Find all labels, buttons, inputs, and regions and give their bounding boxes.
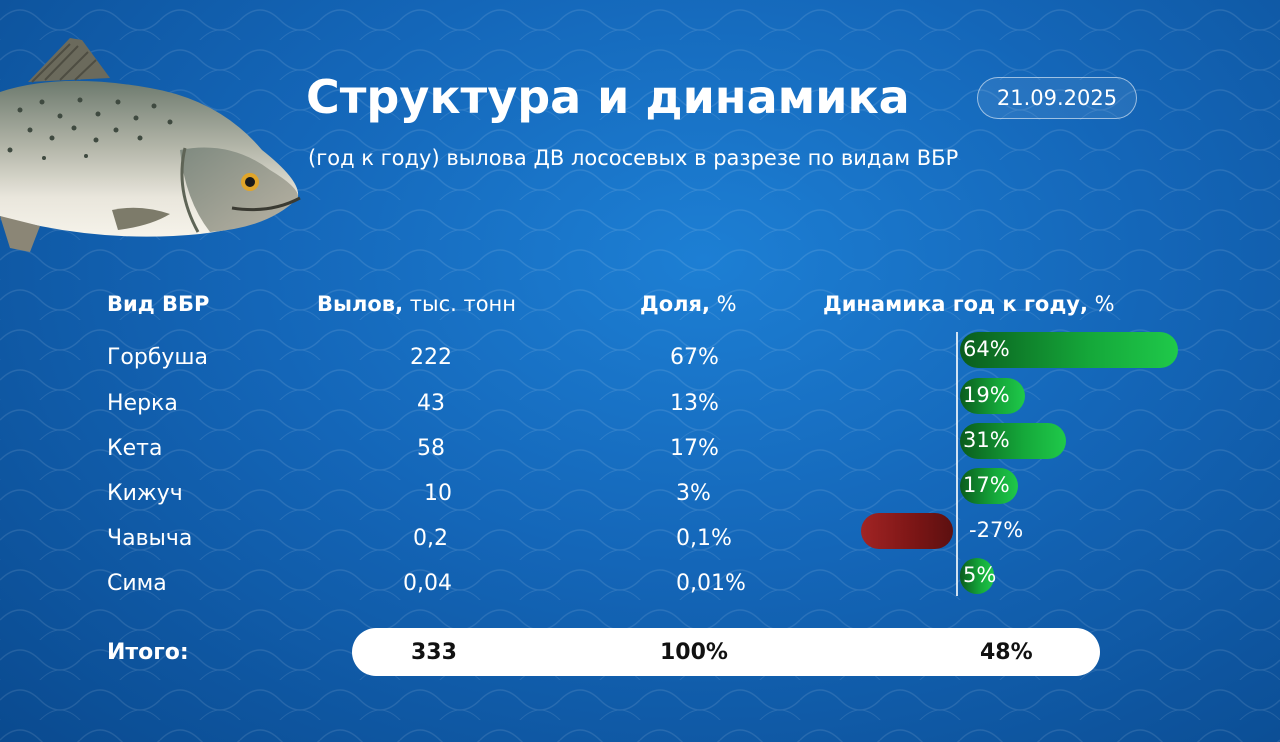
page-title: Структура и динамика	[306, 70, 910, 124]
total-share: 100%	[660, 640, 728, 665]
header-share-label: Доля,	[640, 292, 710, 316]
row-catch: 222	[410, 345, 452, 370]
header-species: Вид ВБР	[107, 292, 209, 316]
dynamics-bar	[861, 513, 953, 549]
row-share: 67%	[670, 345, 719, 370]
header-catch-unit: тыс. тонн	[403, 292, 517, 316]
row-species: Нерка	[107, 391, 178, 416]
header-species-label: Вид ВБР	[107, 292, 210, 316]
date-badge: 21.09.2025	[977, 77, 1137, 119]
total-pill	[352, 628, 1100, 676]
row-share: 0,1%	[676, 526, 732, 551]
header-catch-label: Вылов,	[317, 292, 404, 316]
row-share: 3%	[676, 481, 711, 506]
total-catch: 333	[411, 640, 457, 665]
row-share: 17%	[670, 436, 719, 461]
row-species: Сима	[107, 571, 167, 596]
dynamics-bar-label: 19%	[963, 383, 1010, 407]
total-label: Итого:	[107, 640, 189, 665]
header-share-unit: %	[709, 292, 737, 316]
row-share: 0,01%	[676, 571, 746, 596]
salmon-illustration	[0, 38, 301, 252]
dynamics-bar	[960, 558, 994, 594]
header-dynamics-unit: %	[1087, 292, 1115, 316]
dynamics-bar-label: 31%	[963, 428, 1010, 452]
row-share: 13%	[670, 391, 719, 416]
row-species: Кета	[107, 436, 163, 461]
header-dynamics-label: Динамика год к году,	[823, 292, 1088, 316]
total-dynamics: 48%	[980, 640, 1033, 665]
row-catch: 58	[417, 436, 445, 461]
row-catch: 0,2	[413, 526, 448, 551]
dynamics-bar	[960, 378, 1025, 414]
dynamics-bar	[960, 423, 1066, 459]
page-subtitle: (год к году) вылова ДВ лососевых в разре…	[308, 146, 959, 170]
dynamics-bar	[960, 468, 1018, 504]
dynamics-bar-label: 17%	[963, 473, 1010, 497]
header-catch: Вылов, тыс. тонн	[317, 292, 516, 316]
dynamics-bar-label: 5%	[963, 563, 997, 587]
row-species: Кижуч	[107, 481, 183, 506]
header-dynamics: Динамика год к году, %	[823, 292, 1115, 316]
chart-zero-axis	[956, 332, 958, 596]
header-share: Доля, %	[640, 292, 737, 316]
row-species: Чавыча	[107, 526, 193, 551]
row-catch: 0,04	[403, 571, 452, 596]
dynamics-bar	[960, 332, 1178, 368]
row-catch: 43	[417, 391, 445, 416]
row-catch: 10	[424, 481, 452, 506]
row-species: Горбуша	[107, 345, 209, 370]
dynamics-bar-label: -27%	[969, 518, 1024, 542]
dynamics-bar-label: 64%	[963, 337, 1010, 361]
